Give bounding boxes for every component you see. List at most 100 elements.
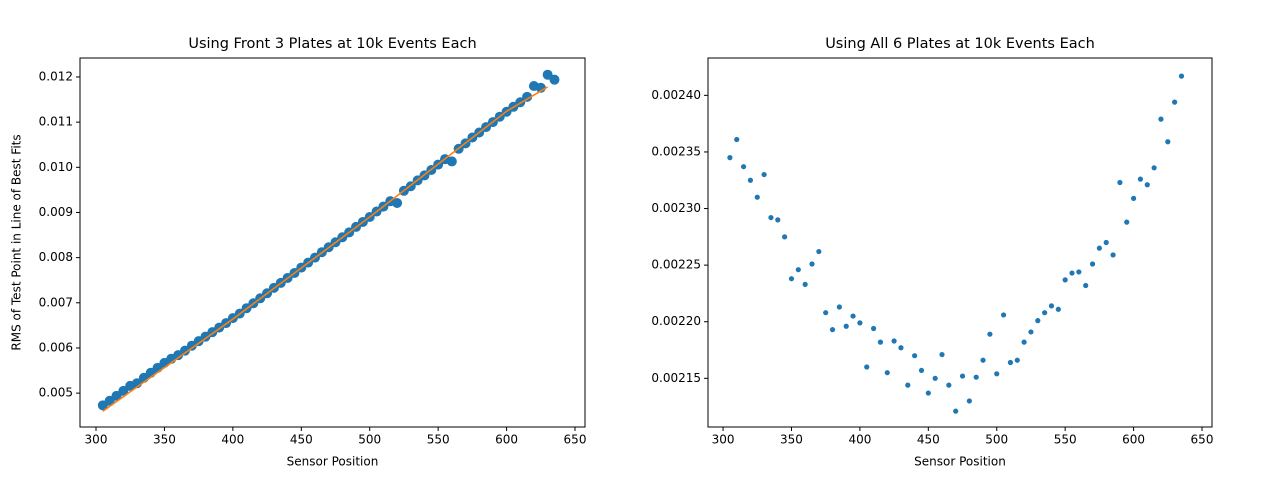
point [939,351,945,358]
point [1007,359,1014,366]
point [912,353,918,359]
y-tick-label: 0.008 [39,250,73,264]
point [392,197,403,208]
point [740,164,747,170]
y-tick-label: 0.00215 [651,371,701,385]
point [549,74,560,85]
point [836,304,842,310]
point [898,345,904,351]
point [1055,306,1061,312]
point [1144,182,1150,188]
point [1130,195,1137,201]
point [932,375,938,381]
point [918,367,925,374]
point [1021,339,1027,345]
point [1178,73,1185,79]
point [1172,99,1178,105]
y-tick-label: 0.006 [39,340,73,354]
point [1076,269,1082,275]
y-tick-label: 0.00225 [651,258,701,272]
point [829,327,836,333]
x-tick-label: 650 [564,433,587,447]
point [809,261,815,267]
point [1110,252,1116,258]
point [966,398,972,404]
point [1062,277,1068,283]
point [788,276,795,282]
axes-frame [79,57,586,428]
chart-title: Using All 6 Plates at 10k Events Each [825,36,1095,52]
x-tick-label: 450 [917,433,940,447]
point [1048,303,1055,309]
x-axis-label: Sensor Position [287,455,379,469]
point [1124,219,1130,225]
point [1117,179,1123,186]
point [747,177,754,183]
y-tick-label: 0.007 [39,295,73,309]
x-tick-label: 350 [153,433,176,447]
y-tick-label: 0.011 [39,115,73,129]
point [761,171,767,178]
point [973,374,979,380]
x-tick-label: 450 [290,433,313,447]
x-tick-label: 500 [985,433,1008,447]
axes-frame [707,57,1213,428]
point [905,382,911,388]
point [802,281,808,287]
x-tick-label: 500 [358,433,381,447]
x-tick-label: 350 [780,433,803,447]
point [1028,329,1034,335]
point [987,331,993,337]
point [857,320,863,326]
y-tick-label: 0.005 [39,386,73,400]
y-tick-label: 0.009 [39,205,73,219]
point [795,267,801,273]
fit-line [102,86,549,412]
x-tick-label: 400 [848,433,871,447]
point [734,136,740,143]
point [843,323,849,329]
point [522,91,533,102]
point [877,339,884,345]
x-tick-label: 550 [427,433,450,447]
point [727,155,733,161]
point [1014,357,1020,363]
point [1103,239,1109,246]
point [754,194,760,200]
point [768,214,774,221]
x-tick-label: 600 [495,433,518,447]
point [953,408,959,414]
y-tick-label: 0.010 [39,160,73,174]
point [980,357,986,363]
x-axis-label: Sensor Position [914,455,1006,469]
point [884,370,890,376]
point [1083,282,1089,289]
point [823,310,829,316]
point [864,364,870,370]
point [1151,165,1157,171]
point [1096,245,1102,251]
x-tick-label: 600 [1122,433,1145,447]
point [1000,312,1007,318]
x-tick-label: 650 [1191,433,1214,447]
point [1042,310,1048,316]
point [1165,139,1171,145]
point [994,371,1000,377]
y-tick-label: 0.00240 [651,88,701,102]
point [446,156,457,167]
y-tick-label: 0.00235 [651,144,701,158]
point [959,373,966,379]
point [891,338,897,344]
y-tick-label: 0.012 [39,69,73,83]
point [870,325,877,332]
point [925,390,931,396]
point [1035,318,1041,324]
y-tick-label: 0.00230 [651,201,701,215]
point [775,217,781,223]
x-tick-label: 400 [221,433,244,447]
point [1137,176,1144,182]
x-tick-label: 550 [1054,433,1077,447]
y-axis-label: RMS of Test Point in Line of Best Fits [10,134,24,350]
